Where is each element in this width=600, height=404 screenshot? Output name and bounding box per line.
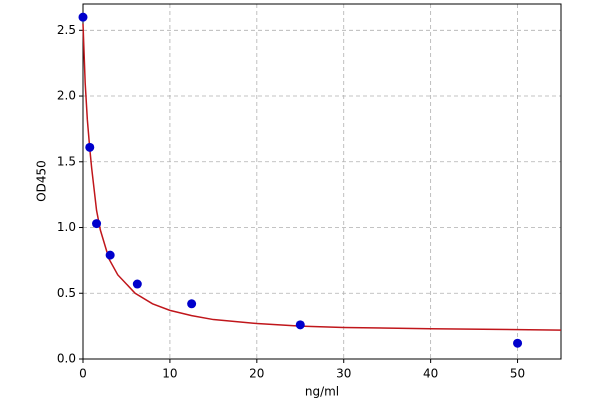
y-tick-label: 0.5	[57, 286, 76, 300]
x-tick-label: 10	[162, 367, 177, 381]
x-tick-label: 0	[79, 367, 87, 381]
y-tick-label: 1.5	[57, 154, 76, 168]
x-tick-label: 20	[249, 367, 264, 381]
data-point	[513, 338, 523, 348]
data-point	[295, 320, 305, 330]
data-point	[132, 279, 142, 289]
data-point	[85, 142, 95, 152]
x-tick-label: 40	[423, 367, 438, 381]
data-point	[78, 12, 88, 22]
plot-frame	[82, 3, 562, 360]
y-tick-label: 1.0	[57, 220, 76, 234]
y-tick-label: 2.0	[57, 89, 76, 103]
data-point	[105, 250, 115, 260]
plot-area	[83, 4, 561, 359]
y-axis-label: OD450	[35, 160, 49, 202]
y-tick-label: 2.5	[57, 23, 76, 37]
x-axis-label: ng/ml	[305, 385, 339, 399]
x-tick-label: 30	[336, 367, 351, 381]
data-point	[92, 219, 102, 229]
x-tick-label: 50	[510, 367, 525, 381]
data-point	[187, 299, 197, 309]
y-tick-label: 0.0	[57, 352, 76, 366]
